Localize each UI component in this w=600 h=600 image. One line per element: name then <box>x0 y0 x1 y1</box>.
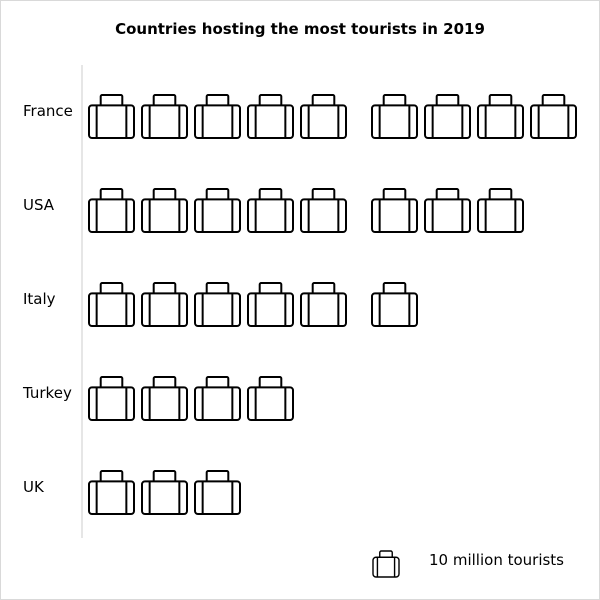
suitcase-icon <box>530 94 577 139</box>
suitcase-icon <box>141 282 188 328</box>
row-italy: Italy <box>23 282 418 328</box>
category-label: USA <box>23 196 55 214</box>
suitcase-icon <box>247 188 294 234</box>
suitcase-icon <box>141 188 188 234</box>
category-label: Turkey <box>22 384 72 402</box>
row-france: France <box>23 94 577 139</box>
row-turkey: Turkey <box>22 376 294 422</box>
suitcase-icon <box>88 188 135 234</box>
suitcase-icon <box>371 188 418 234</box>
legend-label: 10 million tourists <box>429 551 564 569</box>
suitcase-icon <box>300 94 347 139</box>
suitcase-icon <box>371 94 418 139</box>
suitcase-icon <box>88 282 135 328</box>
suitcase-icon <box>424 94 471 139</box>
suitcase-icon <box>141 470 188 516</box>
chart-rows: France USA Italy Turkey UK <box>22 94 577 516</box>
suitcase-icon <box>141 94 188 139</box>
suitcase-icon <box>247 94 294 139</box>
suitcase-icon <box>372 550 400 578</box>
suitcase-icon <box>88 376 135 422</box>
row-usa: USA <box>23 188 524 234</box>
suitcase-icon <box>477 188 524 234</box>
suitcase-icon <box>88 94 135 139</box>
chart-title: Countries hosting the most tourists in 2… <box>115 20 485 38</box>
suitcase-icon <box>194 376 241 422</box>
suitcase-icon <box>247 282 294 328</box>
suitcase-icon <box>194 188 241 234</box>
suitcase-icon <box>300 282 347 328</box>
suitcase-icon <box>88 470 135 516</box>
category-label: UK <box>23 478 45 496</box>
legend-suitcase-icon <box>372 550 400 578</box>
suitcase-icon <box>141 376 188 422</box>
suitcase-icon <box>424 188 471 234</box>
row-uk: UK <box>23 470 241 516</box>
category-label: France <box>23 102 73 120</box>
suitcase-icon <box>247 376 294 422</box>
suitcase-icon <box>194 470 241 516</box>
suitcase-icon <box>300 188 347 234</box>
category-label: Italy <box>23 290 56 308</box>
suitcase-icon <box>194 94 241 139</box>
suitcase-icon <box>371 282 418 328</box>
suitcase-icon <box>194 282 241 328</box>
suitcase-icon <box>477 94 524 139</box>
